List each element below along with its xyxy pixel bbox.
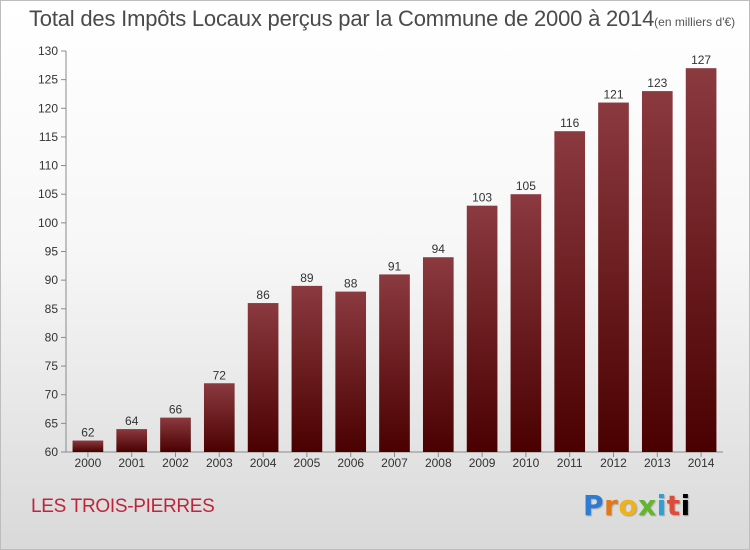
x-tick-label: 2007 [381, 456, 408, 470]
bar [291, 285, 323, 452]
bar-value-label: 66 [169, 403, 183, 417]
bar [641, 91, 673, 452]
x-tick-label: 2008 [425, 456, 452, 470]
logo-letter: t [666, 489, 681, 522]
bar [160, 417, 191, 452]
logo-letter: o [618, 489, 639, 522]
logo-letter: x [638, 489, 657, 522]
bar [510, 194, 542, 452]
bar-value-label: 89 [300, 271, 314, 285]
logo-letter: i [680, 489, 691, 522]
y-tick-label: 70 [45, 388, 59, 402]
logo-letter: i [656, 489, 667, 522]
logo-letter: r [604, 489, 619, 522]
chart-title-unit: (en milliers d'€) [654, 15, 736, 29]
x-tick-label: 2010 [513, 456, 540, 470]
bar [466, 205, 498, 452]
y-tick-label: 75 [45, 359, 59, 373]
x-tick-label: 2003 [206, 456, 233, 470]
logo-letter: P [583, 489, 605, 522]
x-tick-label: 2005 [294, 456, 321, 470]
x-tick-label: 2009 [469, 456, 496, 470]
x-tick-label: 2004 [250, 456, 277, 470]
y-tick-label: 60 [45, 445, 59, 459]
bar-value-label: 127 [691, 53, 711, 67]
bar [116, 429, 148, 452]
x-tick-label: 2011 [557, 456, 583, 470]
x-tick-label: 2012 [600, 456, 627, 470]
y-tick-label: 85 [45, 302, 59, 316]
bar [379, 274, 410, 452]
x-tick-label: 2006 [337, 456, 364, 470]
bar [685, 68, 717, 452]
bar-value-label: 72 [213, 368, 227, 382]
y-tick-label: 120 [38, 101, 58, 115]
bar [72, 440, 104, 452]
x-tick-label: 2001 [118, 456, 145, 470]
bar-value-label: 123 [647, 76, 667, 90]
bar [203, 383, 235, 452]
chart-title: Total des Impôts Locaux perçus par la Co… [29, 6, 735, 32]
bar-value-label: 103 [472, 191, 492, 205]
bar [422, 257, 454, 452]
y-tick-label: 105 [38, 187, 58, 201]
bar-value-label: 116 [560, 116, 579, 130]
y-tick-label: 125 [38, 73, 58, 87]
chart-data-labels: 62 64 66 72 86 89 88 91 94 103 105 116 121 123 127 [81, 53, 711, 439]
y-tick-label: 90 [45, 273, 59, 287]
bar-value-label: 86 [256, 288, 270, 302]
x-tick-label: 2002 [162, 456, 189, 470]
y-tick-label: 80 [45, 330, 59, 344]
bar-value-label: 64 [125, 414, 139, 428]
commune-name: LES TROIS-PIERRES [31, 496, 215, 517]
y-tick-label: 130 [38, 44, 58, 58]
bar-value-label: 94 [432, 242, 446, 256]
bar-value-label: 62 [81, 426, 95, 440]
x-tick-label: 2013 [644, 456, 671, 470]
chart-axes: 60 65 70 75 80 85 90 95 100 105 110 115 120 125 130 200… [38, 44, 723, 470]
chart-title-text: Total des Impôts Locaux perçus par la Co… [29, 6, 655, 31]
bar [554, 131, 586, 452]
y-tick-label: 65 [45, 416, 59, 430]
y-tick-label: 95 [45, 245, 59, 259]
x-tick-label: 2000 [75, 456, 102, 470]
bar-value-label: 121 [603, 88, 623, 102]
y-tick-label: 110 [39, 159, 58, 173]
bar-value-label: 91 [388, 259, 402, 273]
y-tick-label: 115 [39, 130, 58, 144]
x-tick-label: 2014 [688, 456, 715, 470]
proxiti-logo: Proxiti [583, 489, 691, 522]
bar-value-label: 88 [344, 277, 358, 291]
bar [598, 102, 629, 453]
bar [247, 303, 279, 452]
bar-value-label: 105 [516, 179, 536, 193]
chart-bars [72, 68, 717, 453]
y-tick-label: 100 [38, 216, 58, 230]
bar [335, 291, 367, 452]
